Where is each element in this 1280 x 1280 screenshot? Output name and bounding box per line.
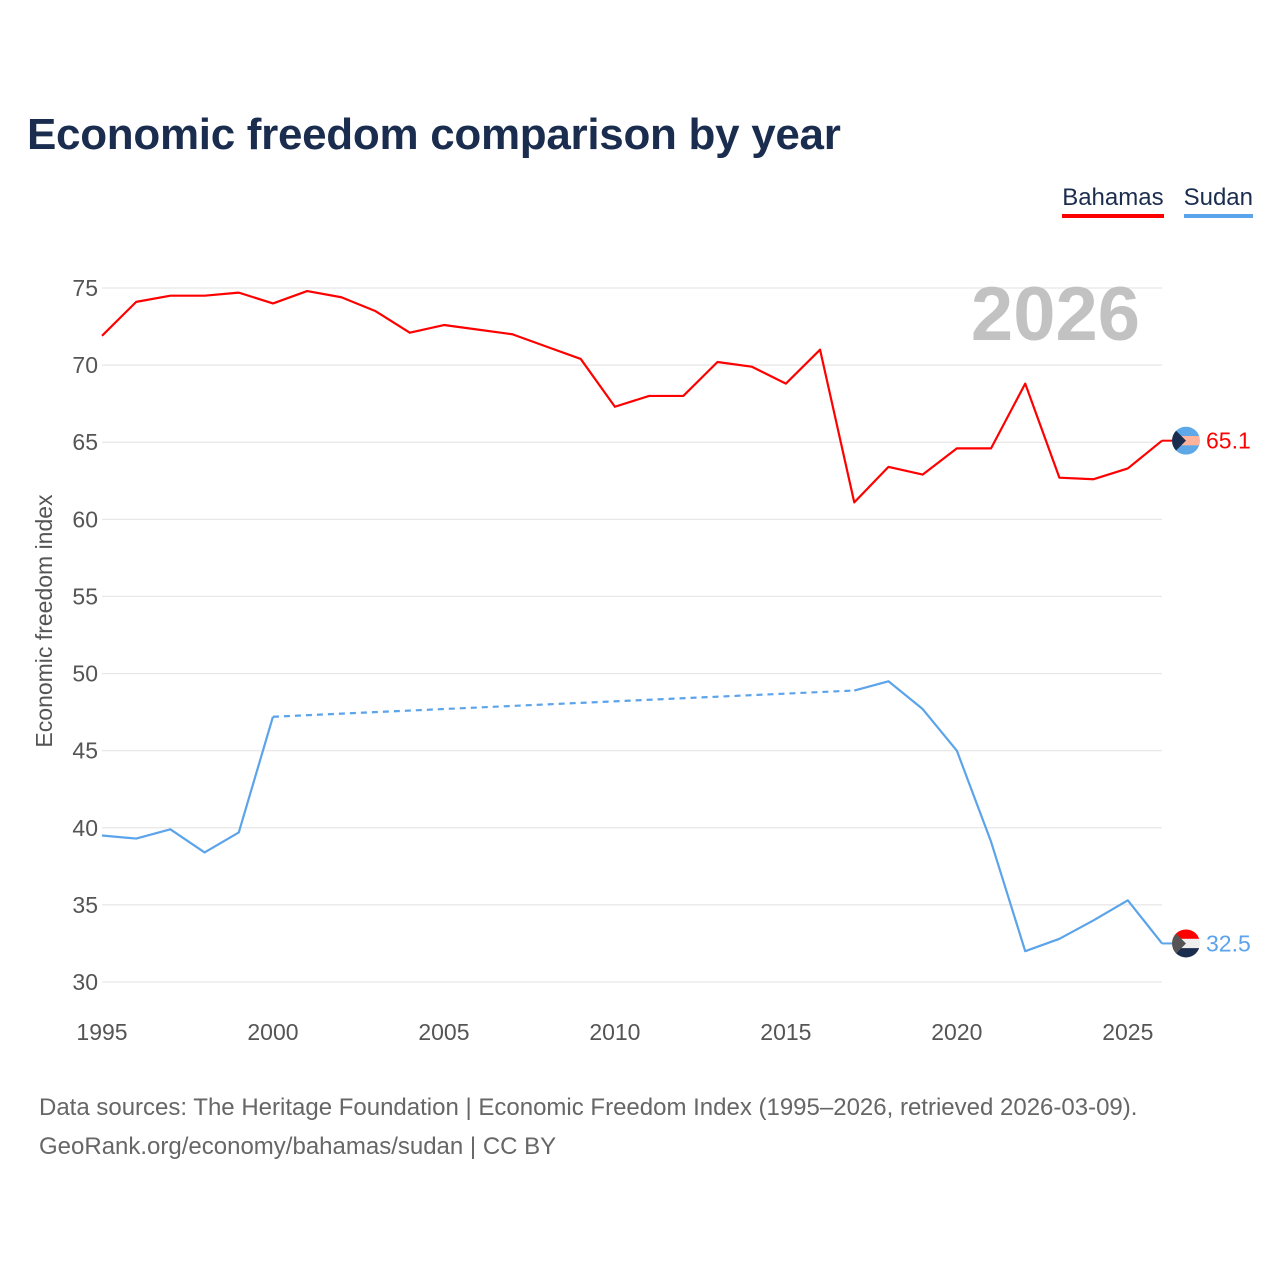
x-tick-label: 2025 <box>1102 1019 1153 1045</box>
source-line-2: GeoRank.org/economy/bahamas/sudan | CC B… <box>39 1133 557 1160</box>
y-axis-label: Economic freedom index <box>31 494 57 748</box>
source-note: Data sources: The Heritage Foundation | … <box>39 1088 1137 1166</box>
end-value-label-bahamas: 65.1 <box>1206 428 1251 454</box>
legend-item-bahamas[interactable]: Bahamas <box>1062 184 1164 218</box>
x-tick-label: 1995 <box>76 1019 127 1045</box>
y-tick-label: 60 <box>72 506 98 532</box>
legend: Bahamas Sudan <box>1062 184 1253 218</box>
flag-icon-bahamas <box>1172 426 1200 455</box>
x-tick-label: 2020 <box>931 1019 982 1045</box>
year-watermark: 2026 <box>971 272 1140 357</box>
source-line-1: Data sources: The Heritage Foundation | … <box>39 1094 1138 1121</box>
series-line-sudan <box>101 716 275 854</box>
y-tick-label: 45 <box>72 738 98 764</box>
y-tick-label: 55 <box>72 583 98 609</box>
x-tick-label: 2015 <box>760 1019 811 1045</box>
y-tick-label: 70 <box>72 352 98 378</box>
chart-title: Economic freedom comparison by year <box>27 110 841 159</box>
y-tick-label: 40 <box>72 815 98 841</box>
y-tick-label: 35 <box>72 892 98 918</box>
y-tick-label: 65 <box>72 429 98 455</box>
y-tick-label: 75 <box>72 275 98 301</box>
x-tick-label: 2005 <box>418 1019 469 1045</box>
legend-item-sudan[interactable]: Sudan <box>1183 184 1253 218</box>
series-line-sudan <box>853 680 1163 953</box>
x-tick-label: 2010 <box>589 1019 640 1045</box>
series-line-bahamas <box>101 289 1163 504</box>
y-tick-label: 50 <box>72 661 98 687</box>
y-tick-label: 30 <box>72 969 98 995</box>
flag-icon-sudan <box>1172 929 1200 958</box>
x-tick-label: 2000 <box>247 1019 298 1045</box>
end-value-label-sudan: 32.5 <box>1206 930 1251 956</box>
series-gap-line-sudan <box>272 689 855 718</box>
